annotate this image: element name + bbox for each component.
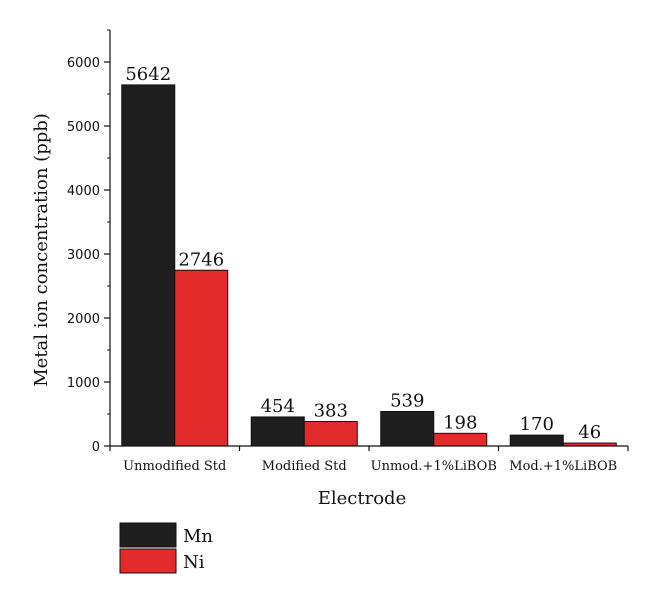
data-label-mn-2: 454 [261,396,295,417]
data-label-mn-4: 170 [520,414,554,435]
data-label-ni-2: 383 [314,400,348,421]
legend-label-ni: Ni [183,552,205,573]
y-tick-label: 5000 [67,120,100,135]
y-axis-title: Metal ion concentration (ppb) [31,113,52,387]
data-label-mn-3: 539 [390,391,424,412]
x-axis-title: Electrode [318,488,406,509]
bar-ni-1 [174,269,229,447]
bar-mn-3 [380,411,435,447]
legend-label-mn: Mn [183,526,213,547]
bar-mn-4 [509,434,564,447]
x-tick-label: Unmod.+1%LiBOB [371,459,497,474]
data-label-ni-1: 2746 [178,249,224,270]
data-label-ni-3: 198 [443,412,477,433]
y-tick-label: 1000 [67,376,100,391]
data-label-ni-4: 46 [578,422,601,443]
y-tick-label: 2000 [67,312,100,327]
legend-swatch-mn [119,522,177,548]
data-labels-group: 5642 454 539 170 2746 383 198 46 [125,64,601,443]
x-tick-label: Mod.+1%LiBOB [509,459,617,474]
x-tick-label: Modified Std [262,459,347,474]
y-tick-label: 6000 [67,56,100,71]
legend-swatch-ni [119,548,177,574]
bars-group [121,84,617,447]
bar-mn-1 [121,84,176,447]
bar-ni-3 [433,432,488,447]
bar-ni-2 [303,420,358,447]
legend: Mn Ni [119,522,213,574]
x-tick-label: Unmodified Std [123,459,226,474]
data-label-mn-1: 5642 [125,64,171,85]
bar-mn-2 [250,416,305,447]
y-tick-label: 4000 [67,184,100,199]
axes-group: 0 1000 2000 3000 4000 5000 6000 Unmodified Std M… [67,29,629,474]
y-tick-label: 0 [92,440,100,455]
y-tick-label: 3000 [67,248,100,263]
